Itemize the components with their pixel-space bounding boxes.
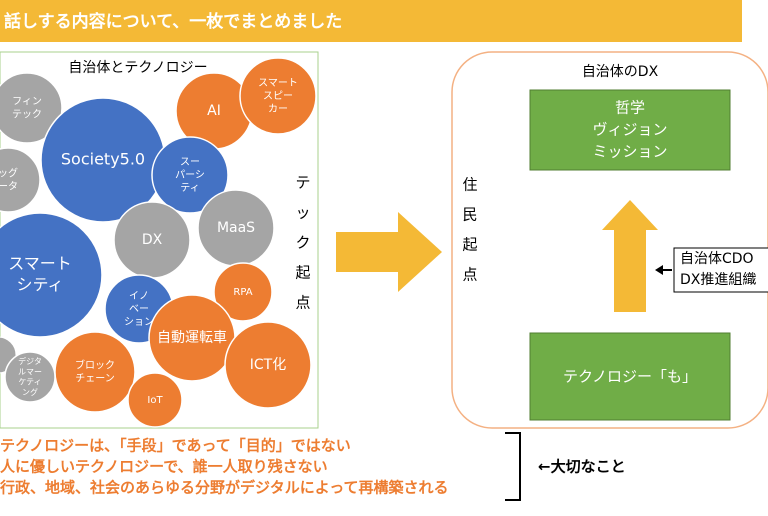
left-title: 自治体とテクノロジー: [68, 60, 207, 76]
bubble: [0, 212, 103, 338]
bubble-label: スピー: [263, 90, 293, 102]
vertical-char: ク: [295, 234, 310, 252]
bubble-label: ング: [22, 387, 38, 397]
footer-point: 行政、地域、社会のあらゆる分野がデジタルによって再構築される: [0, 479, 449, 497]
bubble: [54, 331, 136, 413]
bubble-label: カー: [268, 103, 288, 115]
top-box: [529, 89, 731, 171]
footer-point: 人に優しいテクノロジーで、誰一人取り残さない: [0, 458, 328, 476]
left-panel: [0, 51, 319, 429]
bottom-box-text: テクノロジー「も」: [563, 368, 697, 386]
bubble-label: チェーン: [75, 373, 115, 385]
bubble-label: パーシ: [175, 169, 205, 181]
bubbles: フィンテックSociety5.0ッグータAIスマートスピーカースーパーシティDX…: [0, 57, 317, 428]
bubble-label: スマート: [8, 254, 72, 273]
bubble: [0, 72, 63, 144]
arrow: [336, 212, 442, 292]
bubble: [151, 136, 229, 214]
bubble-label: ティ: [180, 183, 199, 194]
bubble-label: MaaS: [217, 220, 255, 236]
bubble: [0, 147, 41, 213]
bubble-label: 自動運転車: [157, 329, 227, 346]
bracket: [505, 432, 521, 501]
bubble-label: IoT: [147, 395, 163, 406]
footer-point: テクノロジーは、「手段」であって「目的」ではない: [0, 437, 351, 455]
side-box-line: 自治体CDO: [680, 251, 754, 267]
vertical-char: 点: [462, 266, 477, 284]
right-panel: [451, 51, 768, 429]
bubble-label: ブロック: [75, 359, 115, 372]
vertical-char: 住: [462, 176, 477, 194]
bubble-label: スー: [180, 157, 200, 168]
side-box: [673, 247, 768, 293]
vertical-char: テ: [295, 174, 310, 192]
side-box-line: DX推進組織: [680, 272, 756, 288]
side-arrow: [655, 265, 672, 275]
bubble-label: ケティ: [18, 378, 41, 387]
bubble-label: RPA: [233, 287, 252, 298]
header-band: [0, 0, 742, 42]
bubble: [224, 321, 312, 409]
bubble-label: ベー: [129, 303, 149, 315]
bubble-label: フィン: [12, 97, 42, 108]
bubble-label: デジタ: [18, 356, 42, 366]
bubble-label: DX: [142, 232, 163, 248]
vertical-char: 点: [295, 294, 310, 312]
vertical-char: 起: [462, 236, 477, 254]
bubble-label: イノ: [129, 291, 149, 302]
bubble-label: シティ: [16, 275, 63, 294]
right-title: 自治体のDX: [582, 64, 659, 80]
top-box-line: ミッション: [592, 143, 667, 161]
up-arrow: [602, 200, 658, 312]
bubble-label: AI: [207, 103, 221, 119]
bubble-label: テック: [12, 109, 42, 121]
bubble-label: Society5.0: [61, 150, 145, 169]
header-title: 話しする内容について、一枚でまとめました: [4, 11, 342, 32]
bubble-label: スマート: [258, 78, 298, 89]
bubble: [239, 57, 317, 135]
bubble-label: ッグ: [0, 167, 18, 180]
vertical-char: 起: [295, 264, 310, 282]
bubble-label: ICT化: [250, 357, 286, 373]
top-box-line: ヴィジョン: [592, 121, 667, 139]
top-box-line: 哲学: [615, 99, 645, 117]
bubble: [127, 372, 183, 428]
bubble-label: ション: [124, 317, 154, 328]
vertical-char: 民: [462, 206, 477, 224]
bubble: [213, 262, 273, 322]
bubble-label: ータ: [0, 181, 18, 193]
footer-note: ←大切なこと: [538, 458, 626, 476]
bubble-label: ルマー: [18, 367, 42, 376]
bottom-box: [529, 332, 731, 421]
vertical-char: ッ: [295, 204, 310, 222]
